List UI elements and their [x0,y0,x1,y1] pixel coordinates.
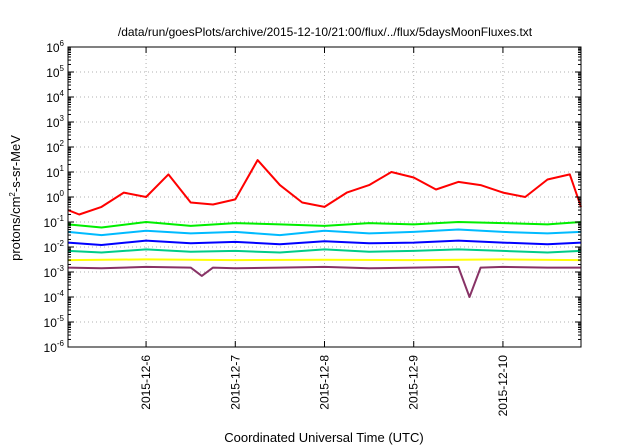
series-line-4 [67,248,582,254]
y-tick-label: 105 [46,64,64,80]
y-tick-base: 10 [44,241,58,255]
x-tick-label: 2015-12-10 [496,355,510,417]
y-tick-base: 10 [44,266,58,280]
series-line-1 [67,221,582,229]
y-tick-base: 10 [46,141,60,155]
y-tick-exp: -2 [57,239,65,248]
y-tick-base: 10 [44,316,58,330]
y-tick-label: 10-1 [44,214,65,230]
y-tick-base: 10 [44,291,58,305]
y-tick-exp: -1 [57,214,65,223]
x-axis: 2015-12-6 2015-12-7 2015-12-8 2015-12-9 2015… [139,47,510,416]
y-tick-exp: -3 [57,264,65,273]
series-line-6 [67,265,581,298]
y-tick-exp: 5 [60,64,65,73]
series-line-3 [67,239,582,246]
y-tick-base: 10 [44,341,58,355]
y-tick-label: 101 [46,164,64,180]
x-tick-label: 2015-12-7 [228,355,242,410]
y-tick-label: 10-6 [44,339,65,355]
y-tick-base: 10 [44,216,58,230]
y-tick-base: 10 [46,191,60,205]
y-tick-label: 103 [46,114,64,130]
y-tick-exp: 2 [60,139,65,148]
y-tick-base: 10 [46,91,60,105]
y-tick-base: 10 [46,66,60,80]
y-tick-exp: -5 [57,314,65,323]
y-tick-label: 10-4 [44,289,65,305]
y-tick-label: 100 [46,189,64,205]
series-line-2 [67,228,582,237]
y-tick-exp: 0 [60,189,65,198]
y-tick-label: 106 [46,39,64,55]
series-line-5 [67,258,582,262]
x-tick-label: 2015-12-8 [318,355,332,410]
series-line-0 [67,159,582,216]
y-tick-label: 104 [46,89,64,105]
series-group [67,159,582,298]
y-axis-label-suffix: -s-sr-MeV [8,135,23,192]
x-tick-label: 2015-12-9 [407,355,421,410]
y-axis-label-sup: 2 [8,192,17,197]
chart-title: /data/run/goesPlots/archive/2015-12-10/2… [118,25,533,39]
y-tick-exp: 3 [60,114,65,123]
y-axis: 10610510410310210110010-110-210-310-410-… [44,39,581,355]
y-tick-exp: -6 [57,339,65,348]
y-tick-label: 10-5 [44,314,65,330]
y-tick-label: 102 [46,139,64,155]
y-tick-label: 10-3 [44,264,65,280]
y-tick-exp: 6 [60,39,65,48]
y-axis-label: protons/cm2-s-sr-MeV [8,135,23,261]
x-axis-label: Coordinated Universal Time (UTC) [224,430,423,445]
y-tick-base: 10 [46,116,60,130]
y-tick-exp: 1 [60,164,65,173]
grid [68,47,581,347]
y-axis-label-prefix: protons/cm [8,197,23,261]
y-tick-exp: -4 [57,289,65,298]
y-tick-base: 10 [46,41,60,55]
y-tick-exp: 4 [60,89,65,98]
x-tick-label: 2015-12-6 [139,355,153,410]
y-tick-base: 10 [46,166,60,180]
y-tick-label: 10-2 [44,239,65,255]
